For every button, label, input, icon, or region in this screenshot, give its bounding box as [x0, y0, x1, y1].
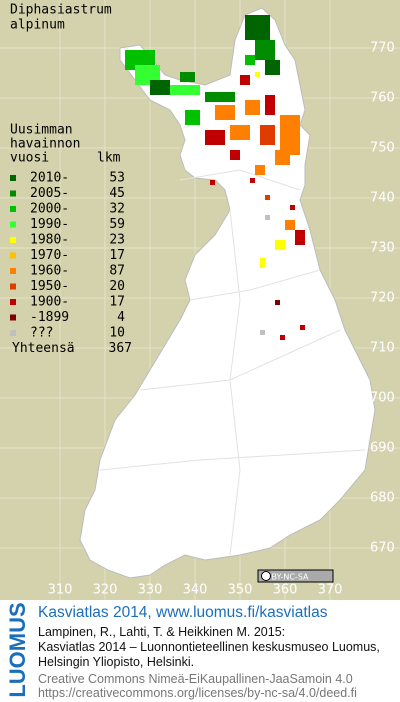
- easting-label: 320: [93, 583, 118, 598]
- northing-label: 760: [370, 91, 395, 106]
- legend-count: 17: [109, 295, 125, 310]
- northing-label: 730: [370, 241, 395, 256]
- legend-count: 87: [109, 264, 125, 279]
- region-borders: [99, 169, 366, 556]
- legend-swatch: [10, 330, 16, 336]
- easting-label: 330: [138, 583, 163, 598]
- legend-total: 367: [109, 341, 132, 356]
- legend-swatch: [10, 190, 16, 197]
- northing-label: 720: [370, 291, 395, 306]
- northing-label: 750: [370, 141, 395, 156]
- legend-total-label: Yhteensä: [12, 341, 75, 356]
- logo-text: LUOMUS: [5, 602, 30, 697]
- observation-squares: [125, 15, 305, 340]
- legend-swatch: [10, 206, 16, 212]
- legend-swatch: [10, 314, 16, 321]
- legend-count: 10: [109, 326, 125, 341]
- legend-swatch: [10, 237, 16, 243]
- legend-label: 1990-: [30, 217, 69, 232]
- legend-count-heading: lkm: [97, 151, 121, 166]
- legend-heading: vuosi: [10, 151, 49, 166]
- legend-label: 1970-: [30, 248, 69, 263]
- legend-swatch: [10, 268, 16, 274]
- northing-label: 690: [370, 441, 395, 456]
- legend-count: 32: [109, 202, 125, 217]
- logo: LUOMUS: [5, 602, 30, 697]
- license-line: https://creativecommons.org/licenses/by-…: [38, 686, 357, 700]
- northing-label: 710: [370, 341, 395, 356]
- legend-swatch: [10, 299, 16, 305]
- legend-count: 23: [109, 233, 125, 248]
- easting-label: 370: [318, 583, 343, 598]
- legend-label: 1960-: [30, 264, 69, 279]
- legend-heading: havainnon: [10, 137, 80, 152]
- legend-count: 53: [109, 171, 125, 186]
- legend-count: 17: [109, 248, 125, 263]
- legend-label: 2000-: [30, 202, 69, 217]
- license-badge: BY-NC-SA: [257, 569, 334, 583]
- easting-label: 340: [183, 583, 208, 598]
- legend-count: 20: [109, 279, 125, 294]
- legend-label: ???: [30, 326, 53, 341]
- legend-label: 2010-: [30, 171, 69, 186]
- legend-count: 4: [117, 310, 125, 325]
- citation-line: Helsingin Yliopisto, Helsinki.: [38, 655, 195, 669]
- easting-label: 360: [273, 583, 298, 598]
- species-title: alpinum: [10, 18, 65, 33]
- species-title: Diphasiastrum: [10, 3, 112, 18]
- license-badge-text: BY-NC-SA: [271, 573, 309, 582]
- footer-headline: Kasviatlas 2014, www.luomus.fi/kasviatla…: [38, 604, 328, 621]
- legend-count: 59: [109, 217, 125, 232]
- legend-swatch: [10, 175, 16, 181]
- legend-label: 1980-: [30, 233, 69, 248]
- legend-heading: Uusimman: [10, 123, 73, 138]
- legend-swatch: [10, 252, 16, 259]
- citation-line: Kasviatlas 2014 – Luonnontieteellinen ke…: [38, 640, 380, 654]
- northing-label: 770: [370, 41, 395, 56]
- legend-label: 1900-: [30, 295, 69, 310]
- legend-label: 1950-: [30, 279, 69, 294]
- easting-label: 310: [48, 583, 73, 598]
- northing-label: 700: [370, 391, 395, 406]
- finland-outline: [79, 7, 376, 579]
- legend-count: 45: [109, 186, 125, 201]
- legend-label: -1899: [30, 310, 69, 325]
- easting-label: 350: [228, 583, 253, 598]
- license-line: Creative Commons Nimeä-EiKaupallinen-Jaa…: [38, 672, 353, 686]
- northing-label: 680: [370, 491, 395, 506]
- legend-swatch: [10, 283, 16, 290]
- northing-label: 670: [370, 541, 395, 556]
- legend-label: 2005-: [30, 186, 69, 201]
- citation-line: Lampinen, R., Lahti, T. & Heikkinen M. 2…: [38, 625, 286, 639]
- northing-label: 740: [370, 191, 395, 206]
- legend-swatch: [10, 221, 16, 228]
- map: Diphasiastrum alpinum Uusimmanhavainnonv…: [0, 0, 400, 600]
- coordinate-labels: 770 760 750 740 730 720 710 700 690 680 670 310 320 3…: [48, 41, 395, 598]
